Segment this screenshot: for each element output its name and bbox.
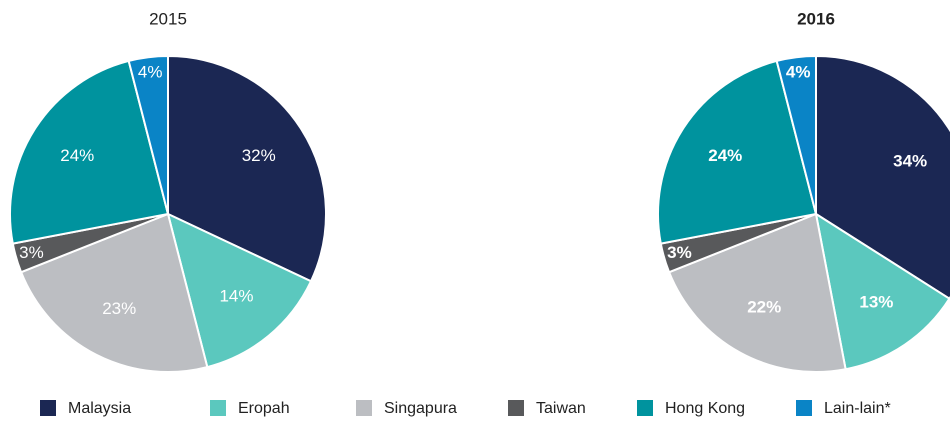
chart-title: 2016: [797, 9, 835, 28]
pie-slice: [815, 54, 950, 301]
pie-slice: [814, 211, 950, 371]
slice-label: 23%: [102, 299, 136, 318]
slice-label: 4%: [138, 62, 163, 81]
pie-slice: [667, 212, 847, 373]
pie-slice: [127, 54, 169, 215]
pie-slice: [19, 212, 209, 373]
legend-text: Singapura: [384, 400, 457, 417]
slice-label: 14%: [219, 286, 253, 305]
legend-text: Hong Kong: [665, 400, 745, 417]
slice-label: 22%: [747, 298, 781, 317]
legend-text: Lain-lain*: [824, 400, 891, 417]
legend-text: Taiwan: [536, 400, 586, 417]
legend-swatch: [356, 400, 372, 416]
legend-swatch: [796, 400, 812, 416]
slice-label: 3%: [667, 243, 692, 262]
slice-label: 3%: [19, 243, 44, 262]
legend-text: Malaysia: [68, 400, 131, 417]
slice-label: 4%: [786, 62, 811, 81]
slice-label: 32%: [242, 146, 276, 165]
pie-slice: [775, 54, 817, 215]
legend-swatch: [508, 400, 524, 416]
chart-title: 2015: [149, 9, 187, 28]
pie-chart: 2015 32% 14% 23% 3% 24% 4%: [9, 9, 327, 373]
legend-text: Eropah: [238, 400, 290, 417]
slice-label: 24%: [60, 146, 94, 165]
pie-slice: [9, 59, 170, 245]
slice-label: 24%: [708, 146, 742, 165]
legend-swatch: [40, 400, 56, 416]
pie-slice: [657, 59, 818, 245]
pie-slice: [167, 54, 327, 283]
slice-label: 34%: [893, 152, 927, 171]
legend-swatch: [210, 400, 226, 416]
legend-swatch: [637, 400, 653, 416]
slice-label: 13%: [859, 292, 893, 311]
pie-slice: [166, 212, 313, 369]
pie-chart: 2016 34% 13% 22% 3% 24% 4%: [657, 9, 950, 373]
